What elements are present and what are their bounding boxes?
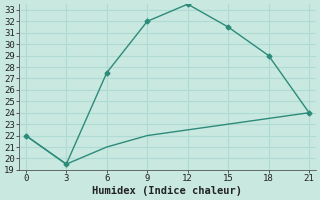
X-axis label: Humidex (Indice chaleur): Humidex (Indice chaleur) (92, 186, 243, 196)
